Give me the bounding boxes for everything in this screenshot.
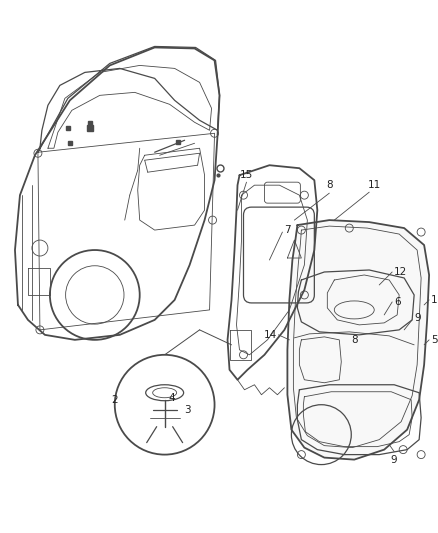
Text: 11: 11	[367, 180, 381, 190]
Text: 2: 2	[111, 395, 118, 405]
Text: 12: 12	[394, 267, 407, 277]
Text: 5: 5	[431, 335, 438, 345]
Text: 4: 4	[168, 393, 175, 403]
Text: 1: 1	[431, 295, 438, 305]
Text: 7: 7	[284, 225, 291, 235]
Text: 9: 9	[391, 455, 398, 465]
Text: 9: 9	[414, 313, 421, 323]
Circle shape	[115, 355, 215, 455]
Text: 3: 3	[184, 405, 191, 415]
Text: 15: 15	[240, 170, 253, 180]
Text: 6: 6	[394, 297, 401, 307]
Polygon shape	[287, 220, 429, 459]
Text: 8: 8	[351, 335, 357, 345]
Text: 8: 8	[326, 180, 332, 190]
Text: 14: 14	[264, 330, 277, 340]
